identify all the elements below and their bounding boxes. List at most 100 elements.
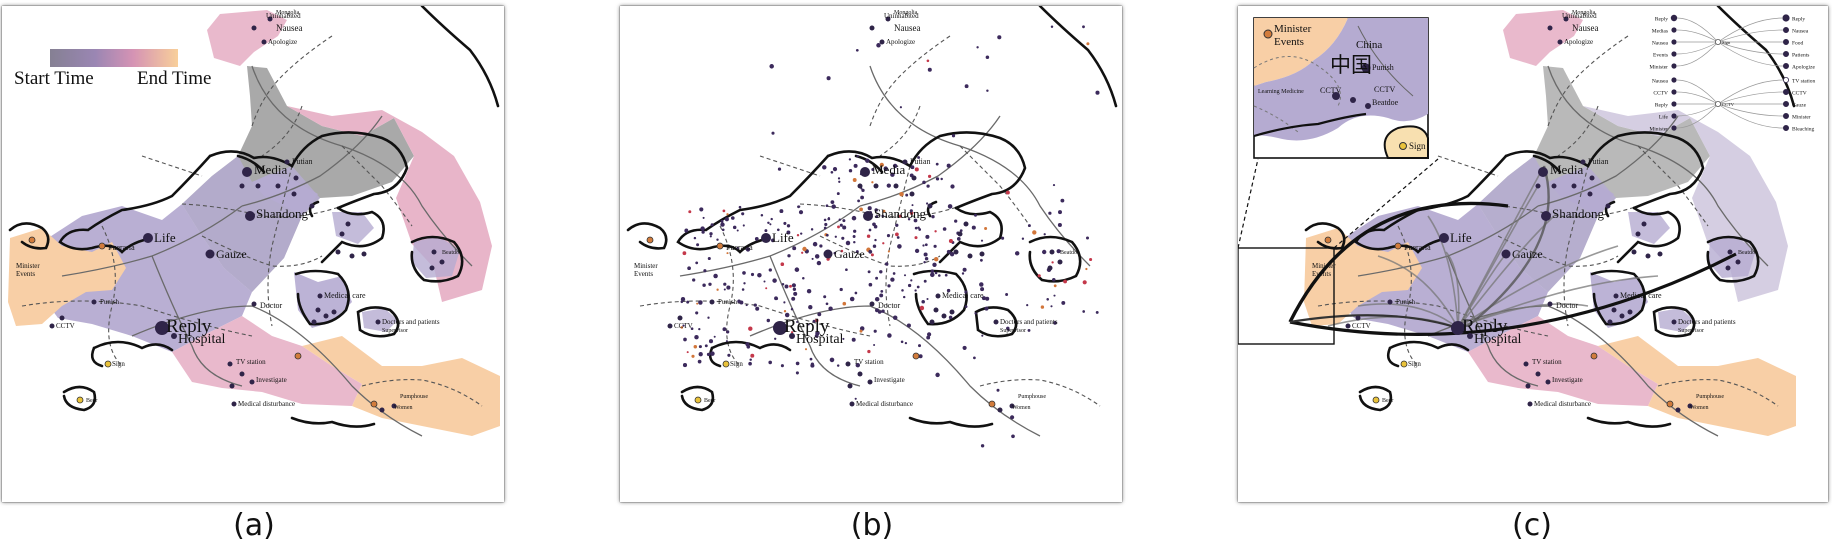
- node: [1587, 191, 1593, 197]
- document-dot: [791, 296, 796, 301]
- label-mongolia: Mongolia: [894, 10, 918, 16]
- document-dot: [780, 262, 785, 267]
- region: [362, 308, 398, 332]
- tree-label: TV station: [1792, 79, 1816, 85]
- document-dot: [909, 211, 914, 215]
- label-life: Life: [154, 230, 176, 245]
- coastline: [1532, 154, 1562, 174]
- node: [1687, 403, 1693, 409]
- svg-text:Minister: Minister: [1274, 23, 1312, 35]
- document-dot: [842, 225, 847, 230]
- document-dot: [806, 288, 812, 294]
- tree-label: Bleaching: [1792, 127, 1815, 133]
- document-dot: [1027, 224, 1031, 228]
- label-sign: Sign: [730, 360, 743, 368]
- document-dot: [699, 207, 704, 212]
- tree-node: [1783, 125, 1790, 132]
- document-dot: [907, 283, 912, 288]
- node: [251, 25, 257, 31]
- document-dot: [946, 163, 951, 168]
- document-dot: [802, 276, 805, 280]
- node: [91, 299, 97, 305]
- node: [869, 25, 875, 31]
- node: [941, 313, 947, 319]
- document-dot: [868, 228, 872, 232]
- node: [867, 379, 873, 385]
- node: [667, 323, 673, 329]
- document-dot: [748, 361, 752, 366]
- node: [1547, 301, 1553, 307]
- road: [679, 205, 861, 277]
- road-dashed: [361, 379, 483, 407]
- document-dot: [874, 296, 880, 302]
- document-dot: [837, 177, 841, 180]
- node-accent: [1590, 352, 1598, 360]
- document-dot: [1057, 222, 1062, 228]
- road-dashed: [261, 105, 303, 157]
- label-tv-station: TV station: [854, 358, 884, 366]
- node: [911, 175, 917, 181]
- document-dot: [881, 214, 884, 218]
- document-dot: [841, 236, 845, 240]
- document-dot: [871, 181, 874, 184]
- node: [1675, 407, 1681, 413]
- document-dot: [1040, 305, 1045, 309]
- document-dot: [979, 258, 983, 262]
- document-dot: [1058, 210, 1062, 215]
- coastline: [92, 340, 174, 352]
- document-dot: [959, 229, 963, 232]
- document-dot: [851, 215, 857, 221]
- document-dot: [795, 371, 799, 375]
- node: [431, 249, 437, 255]
- document-dot: [825, 204, 829, 208]
- document-dot: [886, 183, 891, 188]
- label-putian: Putian: [1588, 157, 1608, 166]
- document-dot: [1007, 328, 1010, 332]
- document-dot: [985, 55, 990, 59]
- region: [1468, 316, 1658, 406]
- tree-node: [1670, 14, 1678, 22]
- node: [933, 307, 939, 313]
- label-doctor: Doctor: [1556, 301, 1579, 310]
- document-dot: [910, 165, 915, 170]
- document-dot: [830, 170, 834, 174]
- node: [1735, 259, 1741, 265]
- node: [1645, 253, 1651, 259]
- tree-label: Nausea: [1652, 79, 1669, 85]
- node: [761, 233, 771, 243]
- document-dot: [738, 205, 742, 209]
- document-dot: [875, 308, 879, 313]
- tree-hub-label: Sign: [1722, 40, 1731, 45]
- node: [885, 16, 891, 22]
- node: [1387, 299, 1393, 305]
- node: [227, 361, 233, 367]
- document-dot: [763, 280, 766, 283]
- zoom-inset: Minister Events China 中国 Punish Learning…: [1253, 17, 1429, 159]
- node: [1619, 313, 1625, 319]
- document-dot: [713, 335, 716, 338]
- label-women: Women: [1690, 405, 1709, 411]
- document-dot: [933, 244, 937, 248]
- road: [769, 255, 861, 387]
- document-dot: [876, 43, 881, 48]
- node: [1547, 25, 1553, 31]
- node-accent: [646, 236, 654, 244]
- label-shandong: Shandong: [874, 206, 927, 221]
- document-dot: [911, 204, 914, 207]
- label-pueraria: Pueraria: [1404, 243, 1431, 252]
- document-dot: [964, 305, 968, 308]
- document-dot: [809, 357, 813, 361]
- caption-b: (b): [850, 508, 894, 543]
- document-dot: [775, 297, 779, 300]
- node: [847, 383, 853, 389]
- document-dot: [743, 282, 746, 285]
- document-dot: [823, 218, 827, 222]
- node: [391, 403, 397, 409]
- node: [857, 183, 863, 189]
- node-accent: [104, 360, 112, 368]
- road-dashed: [1557, 105, 1599, 157]
- svg-text:Sign: Sign: [1409, 141, 1426, 151]
- coastline: [908, 416, 994, 428]
- svg-text:Learning Medicine: Learning Medicine: [1258, 89, 1304, 95]
